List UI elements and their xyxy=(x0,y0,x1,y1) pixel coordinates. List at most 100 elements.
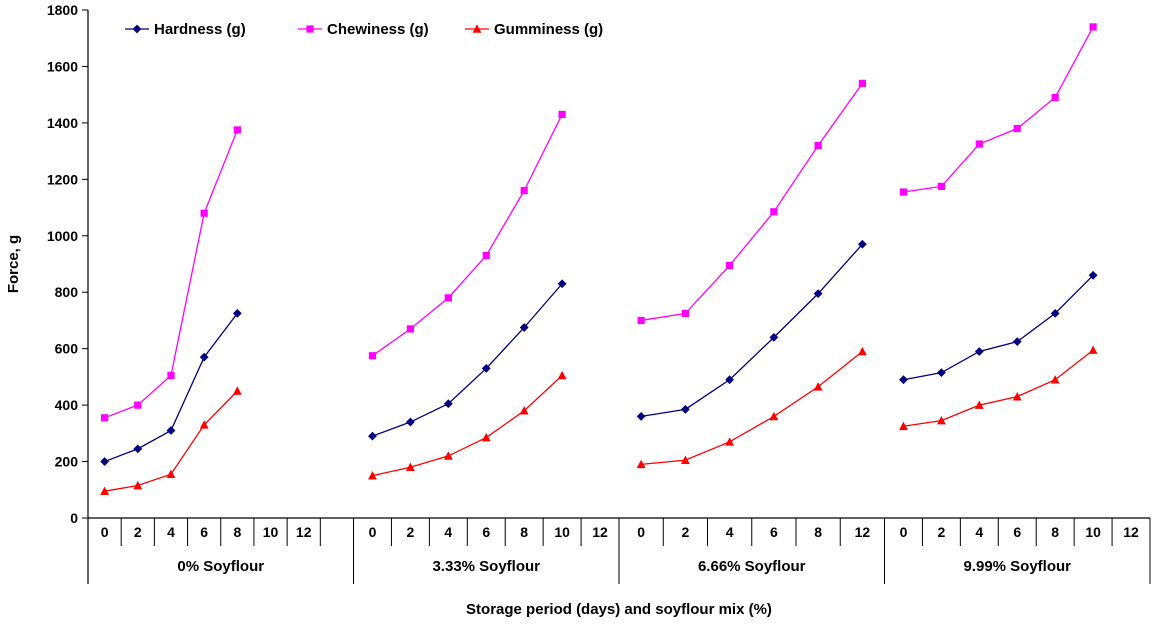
data-point-marker-triangle xyxy=(636,459,646,469)
x-day-label: 8 xyxy=(1051,524,1059,540)
data-point-marker-square xyxy=(899,188,908,196)
x-day-label: 0 xyxy=(369,524,377,540)
data-point-marker-diamond xyxy=(443,399,453,409)
data-point-marker-triangle xyxy=(368,471,377,480)
data-point-marker-diamond xyxy=(519,323,529,332)
series-line xyxy=(641,243,863,418)
data-point-marker-triangle xyxy=(936,416,946,425)
x-day-label: 10 xyxy=(1085,524,1101,540)
series-line xyxy=(372,375,563,477)
x-day-label: 8 xyxy=(233,524,241,540)
data-point-marker-triangle xyxy=(519,406,529,415)
data-point-marker-triangle xyxy=(405,462,415,471)
data-point-marker-square xyxy=(306,25,314,33)
data-point-marker-square xyxy=(520,187,528,195)
x-day-label: 12 xyxy=(296,524,312,540)
x-day-label: 6 xyxy=(1013,524,1021,540)
data-point-marker-triangle xyxy=(857,346,867,356)
x-day-label: 4 xyxy=(167,524,175,540)
data-point-marker-triangle xyxy=(232,386,242,395)
data-point-marker-diamond xyxy=(857,239,867,249)
y-tick-label: 400 xyxy=(55,397,79,413)
y-tick-label: 0 xyxy=(70,510,78,526)
data-point-marker-square xyxy=(1013,124,1021,133)
data-point-marker-square xyxy=(1051,93,1059,102)
data-point-marker-diamond xyxy=(725,375,735,385)
x-day-label: 12 xyxy=(592,524,608,540)
x-day-label: 0 xyxy=(637,524,645,540)
legend-label: Hardness (g) xyxy=(154,21,246,38)
x-day-label: 8 xyxy=(520,524,528,540)
x-day-label: 2 xyxy=(681,524,689,540)
y-axis-title: Force, g xyxy=(5,235,22,293)
data-point-marker-square xyxy=(406,325,414,333)
data-point-marker-triangle xyxy=(443,451,453,460)
x-day-label: 2 xyxy=(406,524,414,540)
data-point-marker-diamond xyxy=(1088,270,1098,280)
data-point-marker-square xyxy=(100,414,109,422)
data-point-marker-square xyxy=(134,401,142,409)
data-point-marker-triangle xyxy=(481,432,491,442)
y-tick-label: 200 xyxy=(55,454,79,470)
data-point-marker-triangle xyxy=(133,480,143,490)
data-point-marker-triangle xyxy=(100,486,109,495)
data-point-marker-triangle xyxy=(472,24,482,33)
soyflour-group-label: 6.66% Soyflour xyxy=(698,558,806,575)
x-day-label: 4 xyxy=(444,524,452,540)
data-point-marker-square xyxy=(1089,23,1097,31)
x-day-label: 2 xyxy=(937,524,945,540)
x-day-label: 4 xyxy=(975,524,983,540)
y-tick-label: 1200 xyxy=(47,171,78,187)
series-line xyxy=(372,283,563,437)
series-line xyxy=(903,274,1094,381)
data-point-marker-diamond xyxy=(1050,308,1060,318)
data-point-marker-square xyxy=(558,110,566,119)
data-point-marker-square xyxy=(858,79,866,87)
x-day-label: 2 xyxy=(134,524,142,540)
x-day-label: 10 xyxy=(554,524,570,540)
x-day-label: 10 xyxy=(263,524,279,540)
x-day-label: 8 xyxy=(814,524,822,540)
x-axis-title: Storage period (days) and soyflour mix (… xyxy=(466,601,772,618)
data-point-marker-square xyxy=(770,208,778,216)
x-day-label: 6 xyxy=(770,524,778,540)
data-point-marker-triangle xyxy=(974,400,984,409)
series-line xyxy=(903,26,1094,193)
data-point-marker-triangle xyxy=(813,382,823,391)
data-point-marker-square xyxy=(368,352,377,360)
data-point-marker-diamond xyxy=(974,347,984,356)
data-point-marker-diamond xyxy=(199,352,209,362)
series-line xyxy=(641,83,863,322)
data-point-marker-triangle xyxy=(725,437,735,446)
data-point-marker-triangle xyxy=(166,469,176,479)
data-point-marker-diamond xyxy=(166,426,176,435)
data-point-marker-square xyxy=(681,309,689,317)
data-point-marker-diamond xyxy=(232,308,242,318)
soyflour-group-label: 9.99% Soyflour xyxy=(963,558,1071,575)
data-point-marker-square xyxy=(726,261,734,270)
y-tick-label: 1400 xyxy=(47,115,78,131)
data-point-marker-square xyxy=(814,141,822,150)
data-point-marker-square xyxy=(233,126,241,134)
soyflour-group-label: 0% Soyflour xyxy=(177,558,264,575)
data-point-marker-diamond xyxy=(100,457,109,466)
y-tick-label: 800 xyxy=(55,284,79,300)
data-point-marker-square xyxy=(482,251,490,260)
data-point-marker-diamond xyxy=(1012,337,1022,347)
series-line xyxy=(372,114,563,357)
data-point-marker-diamond xyxy=(133,444,143,454)
data-point-marker-triangle xyxy=(769,411,779,421)
x-day-label: 6 xyxy=(482,524,490,540)
data-point-marker-diamond xyxy=(680,404,690,414)
data-point-marker-square xyxy=(637,316,645,325)
x-day-label: 0 xyxy=(101,524,109,540)
data-point-marker-diamond xyxy=(368,431,377,441)
data-point-marker-triangle xyxy=(199,420,209,429)
y-tick-label: 600 xyxy=(55,341,79,357)
data-point-marker-diamond xyxy=(936,368,946,378)
data-point-marker-triangle xyxy=(680,455,690,464)
data-point-marker-triangle xyxy=(1012,392,1022,401)
data-point-marker-triangle xyxy=(899,421,908,431)
data-point-marker-diamond xyxy=(557,279,567,289)
